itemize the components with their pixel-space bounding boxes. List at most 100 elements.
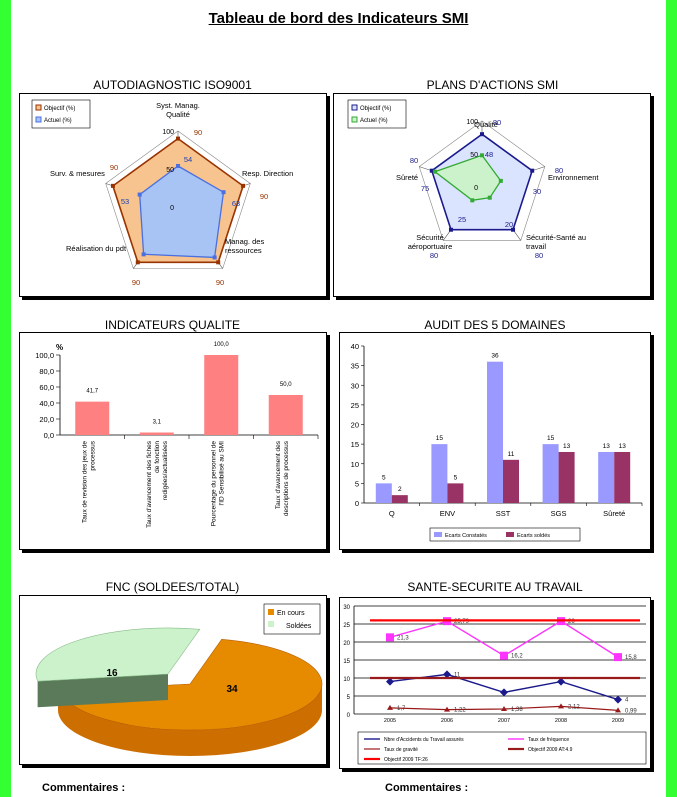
qualite-bar xyxy=(75,401,110,435)
radar-actual-point xyxy=(432,169,437,174)
radar-actual-point xyxy=(470,198,475,203)
radar-actual-point xyxy=(141,252,146,257)
radar-actual-value-label: 63 xyxy=(232,199,240,208)
radar-tick-label: 100 xyxy=(162,129,174,136)
qualite-ytick-label: 80,0 xyxy=(39,367,54,376)
qualite-ytick-label: 20,0 xyxy=(39,415,54,424)
audit-value-label: 15 xyxy=(436,435,444,442)
radar-actual-value-label: 54 xyxy=(184,155,192,164)
audit-title: AUDIT DES 5 DOMAINES xyxy=(424,318,566,332)
sst-value-label: 16,2 xyxy=(511,654,523,660)
radar-legend-actual-label: Actuel (%) xyxy=(44,118,72,124)
audit-bar xyxy=(542,444,559,503)
radar-gridline xyxy=(105,130,251,269)
fnc-closed-value-label: 16 xyxy=(106,668,118,679)
qualite-category-label: de fonction xyxy=(154,441,161,473)
radar-legend-objective-label: Objectif (%) xyxy=(360,106,391,112)
sst-xtick-label: 2006 xyxy=(441,718,453,724)
audit-value-label: 5 xyxy=(382,474,386,481)
left-green-border xyxy=(0,0,11,797)
sst-value-label: 1,22 xyxy=(454,708,466,714)
radar-axis-label: Qualité xyxy=(474,120,498,129)
sst-value-label: 4 xyxy=(625,698,629,704)
audit-category-label: ENV xyxy=(440,509,455,518)
radar-axis-label: Manag. des xyxy=(225,237,264,246)
audit-bar xyxy=(487,361,503,503)
radar-objective-point xyxy=(135,260,140,265)
sst-point xyxy=(557,677,565,686)
audit-legend-swatch xyxy=(506,532,514,537)
sst-value-label: 26 xyxy=(568,619,575,625)
comments-right-label: Commentaires : xyxy=(385,782,469,794)
radar-legend-box xyxy=(31,99,91,129)
fnc-legend-box xyxy=(263,603,321,635)
radar-objective-value-label: 80 xyxy=(430,251,438,260)
sst-point xyxy=(387,704,393,710)
sst-value-label: 1,38 xyxy=(511,707,523,713)
sst-ytick-label: 20 xyxy=(343,641,350,647)
radar-actual-point xyxy=(137,192,142,197)
fnc-open-slice xyxy=(59,639,323,731)
radar-gridline xyxy=(418,120,546,241)
sst-ytick-label: 10 xyxy=(343,677,350,683)
fnc-chart-box: 16 34 En cours Soldées xyxy=(19,595,327,765)
qualite-ytick-label: 100,0 xyxy=(35,351,54,360)
comments-left-label: Commentaires : xyxy=(42,782,126,794)
radar-legend-box xyxy=(347,99,407,129)
qualite-category-label: Pourcentage du personnel de xyxy=(210,441,217,527)
audit-bar-chart: 0 5 10 15 20 25 30 35 40 5 2 Q 15 5 ENV 36 11 SST 15 13 SGS 1… xyxy=(351,342,643,542)
audit-bar xyxy=(431,444,448,503)
page-title: Tableau de bord des Indicateurs SMI xyxy=(208,10,469,27)
fnc-title: FNC (SOLDEES/TOTAL) xyxy=(105,580,240,594)
sst-value-label: 21,3 xyxy=(397,635,409,641)
radar-objective-value-label: 90 xyxy=(260,192,268,201)
radar-axis-label: Sécurité-Santé au xyxy=(526,233,586,242)
sst-point xyxy=(500,651,508,660)
radar-actual-point xyxy=(487,195,492,200)
radar-actual-point xyxy=(498,178,503,183)
radar-axis-label: Environnement xyxy=(548,173,599,182)
qualite-category-label: processus xyxy=(89,440,96,470)
audit-legend-label: Ecarts Constatés xyxy=(445,533,487,539)
qualite-chart-box: % 0,0 20,0 40,0 60,0 80,0 100,0 41,7 Taux de rev… xyxy=(19,332,327,550)
radar-objective-point xyxy=(110,183,115,188)
qualite-bar-chart: % 0,0 20,0 40,0 60,0 80,0 100,0 41,7 Taux de rev… xyxy=(35,342,319,528)
right-green-border xyxy=(666,0,677,797)
qualite-category-label-group: Taux d'avancement des fiches de fonction r… xyxy=(146,440,169,528)
radar-actual-value-label: 30 xyxy=(533,187,541,196)
sst-ytick-label: 5 xyxy=(347,695,351,701)
sst-ytick-label: 30 xyxy=(343,605,350,611)
sst-legend-label: Taux de fréquence xyxy=(528,737,569,743)
radar-axis-label: Réalisation du pdt xyxy=(66,244,127,253)
radar-legend-actual-swatch xyxy=(35,116,42,123)
radar-tick-label: 0 xyxy=(474,185,478,192)
audit-ytick-label: 40 xyxy=(351,342,359,351)
radar-actual-point xyxy=(176,163,180,168)
fnc-closed-slice xyxy=(35,627,201,682)
qualite-value-label: 50,0 xyxy=(280,382,292,388)
audit-legend-box xyxy=(429,527,581,542)
qualite-bar xyxy=(204,355,239,435)
sst-xtick-label: 2007 xyxy=(498,718,510,724)
fnc-pie-chart: 16 34 En cours Soldées xyxy=(35,603,323,756)
qualite-value-label: 41,7 xyxy=(86,389,98,395)
radar-actual-area xyxy=(139,165,225,259)
sst-line-chart: 0 5 10 15 20 25 30 2005 2006 2007 2008 2009 11 4 21,3 2… xyxy=(343,605,647,765)
audit-category-label: Sûreté xyxy=(603,509,625,518)
fnc-legend-open-swatch xyxy=(268,609,274,615)
qualite-ytick-label: 40,0 xyxy=(39,399,54,408)
plans-title: PLANS D'ACTIONS SMI xyxy=(426,78,559,92)
radar-objective-value-label: 80 xyxy=(410,156,418,165)
sst-title: SANTE-SECURITE AU TRAVAIL xyxy=(407,580,583,594)
radar-objective-value-label: 90 xyxy=(194,128,202,137)
audit-value-label: 36 xyxy=(491,353,499,360)
radar-objective-point xyxy=(448,227,453,232)
audit-ytick-label: 20 xyxy=(351,421,359,430)
audit-bar xyxy=(391,495,408,503)
radar-actual-value-label: 48 xyxy=(485,150,493,159)
sst-point xyxy=(615,707,621,713)
radar-actual-value-label: 25 xyxy=(458,215,466,224)
radar-objective-value-label: 80 xyxy=(555,166,563,175)
qualite-ytick-label: 0,0 xyxy=(44,431,54,440)
